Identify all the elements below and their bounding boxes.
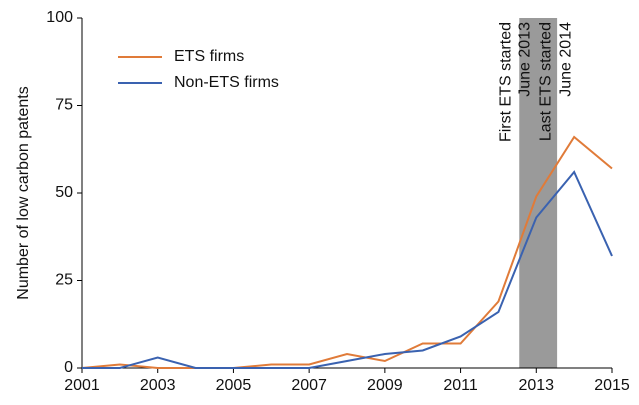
annotation: June 2014 bbox=[557, 22, 574, 97]
x-tick-label: 2003 bbox=[140, 377, 176, 394]
x-tick-label: 2005 bbox=[216, 377, 252, 394]
legend-label: ETS firms bbox=[174, 48, 244, 65]
x-tick-label: 2001 bbox=[64, 377, 100, 394]
annotation: June 2013 bbox=[516, 22, 533, 97]
x-tick-label: 2007 bbox=[291, 377, 327, 394]
y-tick-label: 25 bbox=[55, 272, 73, 289]
x-tick-label: 2015 bbox=[594, 377, 630, 394]
y-tick-label: 0 bbox=[64, 359, 73, 376]
y-tick-label: 50 bbox=[55, 184, 73, 201]
x-tick-label: 2013 bbox=[518, 377, 554, 394]
y-axis-label: Number of low carbon patents bbox=[15, 86, 32, 299]
x-tick-label: 2009 bbox=[367, 377, 403, 394]
legend-label: Non-ETS firms bbox=[174, 74, 279, 91]
data-line bbox=[81, 135, 613, 369]
annotation: Last ETS started bbox=[537, 22, 554, 141]
y-tick-label: 75 bbox=[55, 97, 73, 114]
x-tick-label: 2011 bbox=[443, 377, 478, 394]
data-line bbox=[82, 170, 613, 369]
annotation: First ETS started bbox=[497, 22, 514, 142]
y-tick-label: 100 bbox=[46, 9, 73, 26]
